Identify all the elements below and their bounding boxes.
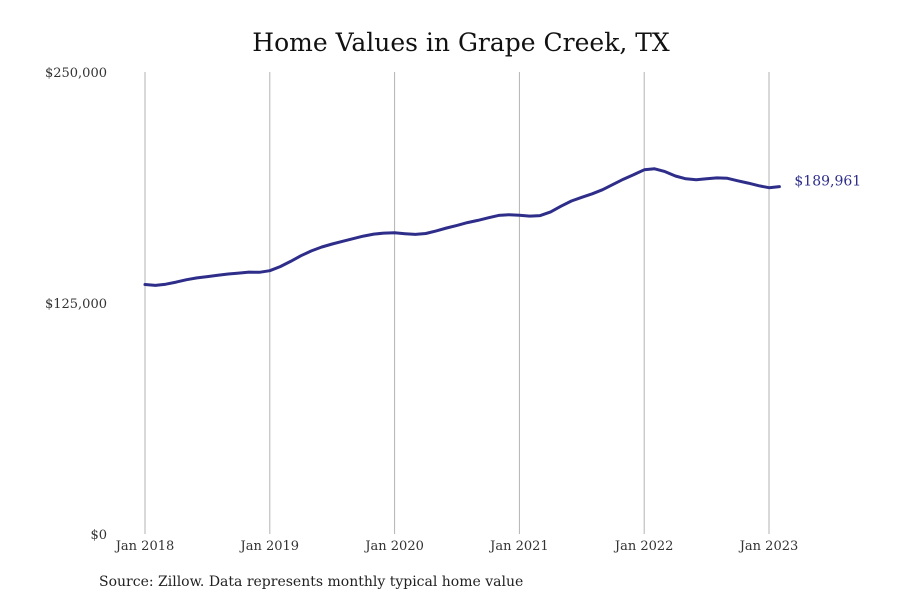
x-tick-label: Jan 2019 [239, 539, 300, 554]
vertical-gridlines [144, 72, 770, 534]
x-tick-label: Jan 2018 [114, 539, 175, 554]
y-tick-label: $0 [90, 528, 107, 543]
x-tick-label: Jan 2020 [363, 539, 424, 554]
x-tick-label: Jan 2023 [738, 539, 799, 554]
y-axis-tick-labels: $0 $125,000 $250,000 [45, 66, 107, 543]
y-tick-label: $125,000 [45, 297, 107, 312]
series-line-home-value [143, 167, 781, 287]
source-footnote: Source: Zillow. Data represents monthly … [99, 574, 523, 590]
y-tick-label: $250,000 [45, 66, 107, 81]
chart-title: Home Values in Grape Creek, TX [252, 28, 670, 57]
x-axis-tick-labels: Jan 2018 Jan 2019 Jan 2020 Jan 2021 Jan 2022… [114, 539, 799, 554]
x-tick-label: Jan 2021 [488, 539, 549, 554]
end-value-label: $189,961 [794, 174, 861, 190]
x-tick-label: Jan 2022 [613, 539, 674, 554]
